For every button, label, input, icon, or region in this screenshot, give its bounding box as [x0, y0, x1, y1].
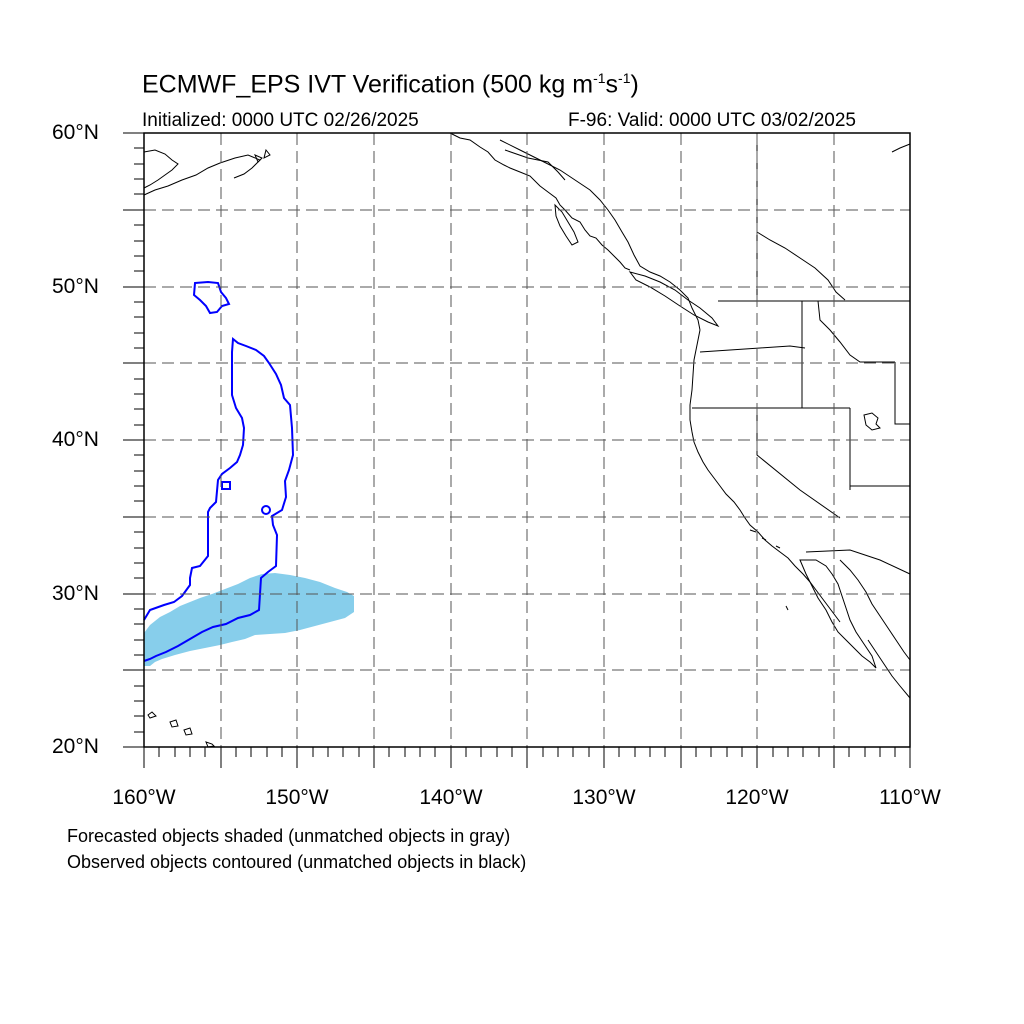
- alaska-coast-2: [143, 154, 261, 196]
- alaska-islands: [254, 148, 271, 163]
- title-exponent-1: -1: [593, 70, 606, 86]
- nova-scotia-like-edge: [891, 143, 911, 153]
- title-exponent-2: -1: [618, 70, 631, 86]
- bottom-major-ticks: [143, 747, 911, 768]
- us-mexico-border: [805, 549, 911, 575]
- lon-gridlines: [220, 133, 835, 747]
- us-west-coast: [689, 329, 841, 623]
- forecast-object-shaded: [144, 573, 354, 666]
- wyoming-box: [894, 362, 910, 425]
- forecast-ivt-object: [144, 573, 354, 666]
- canada-interior-coast: [756, 231, 846, 301]
- baja-california: [799, 559, 877, 669]
- observed-objects-contour: [143, 280, 295, 662]
- initialized-time: Initialized: 0000 UTC 02/26/2025: [142, 110, 419, 131]
- lat-label-40n: 40°N: [52, 428, 99, 451]
- observed-ivt-object-main: [143, 337, 295, 662]
- axis-ticks: [123, 132, 911, 768]
- lake-features: [749, 412, 881, 611]
- map-grid: [144, 133, 910, 747]
- alaska-coast: [143, 149, 179, 189]
- lat-label-50n: 50°N: [52, 275, 99, 298]
- caption-forecast: Forecasted objects shaded (unmatched obj…: [67, 826, 511, 846]
- left-minor-ticks: [134, 147, 144, 733]
- bc-coast: [499, 139, 701, 331]
- lon-label-150w: 150°W: [265, 786, 329, 809]
- lon-label-140w: 140°W: [419, 786, 483, 809]
- gulf-of-alaska-coast: [449, 132, 631, 271]
- bottom-minor-ticks: [158, 747, 896, 757]
- left-major-ticks: [123, 132, 144, 748]
- guadalupe-island: [785, 605, 789, 611]
- title-main: ECMWF_EPS IVT Verification (500 kg m: [142, 70, 594, 99]
- alaska-canada-border: [504, 149, 566, 181]
- observed-ivt-object-north: [192, 280, 231, 315]
- valid-time: F-96: Valid: 0000 UTC 03/02/2025: [568, 110, 856, 131]
- lat-label-30n: 30°N: [52, 582, 99, 605]
- washington-oregon-border: [699, 345, 806, 353]
- coastlines: [143, 132, 911, 748]
- title-end: ): [630, 70, 639, 99]
- montana-line: [817, 300, 895, 363]
- mexico-mainland-coast: [839, 559, 911, 661]
- california-nevada-border: [756, 408, 841, 519]
- lon-label-110w: 110°W: [879, 786, 941, 809]
- lat-label-60n: 60°N: [52, 121, 99, 144]
- map-title: ECMWF_EPS IVT Verification (500 kg m-1s-…: [142, 70, 639, 99]
- lon-label-130w: 130°W: [572, 786, 636, 809]
- hawaii-islands: [147, 711, 216, 748]
- mexico-coast-south: [867, 639, 911, 699]
- lon-label-160w: 160°W: [112, 786, 176, 809]
- vancouver-island: [628, 271, 720, 328]
- haida-gwaii: [554, 203, 579, 246]
- channel-islands: [749, 529, 781, 549]
- title-mid: s: [605, 70, 619, 99]
- great-salt-lake: [863, 412, 881, 431]
- observed-ivt-object-small-2: [221, 481, 231, 490]
- caption-observed: Observed objects contoured (unmatched ob…: [67, 852, 527, 872]
- lat-label-20n: 20°N: [52, 735, 99, 758]
- lon-label-120w: 120°W: [725, 786, 789, 809]
- political-boundaries: [504, 133, 911, 575]
- observed-ivt-object-small-1: [261, 505, 271, 515]
